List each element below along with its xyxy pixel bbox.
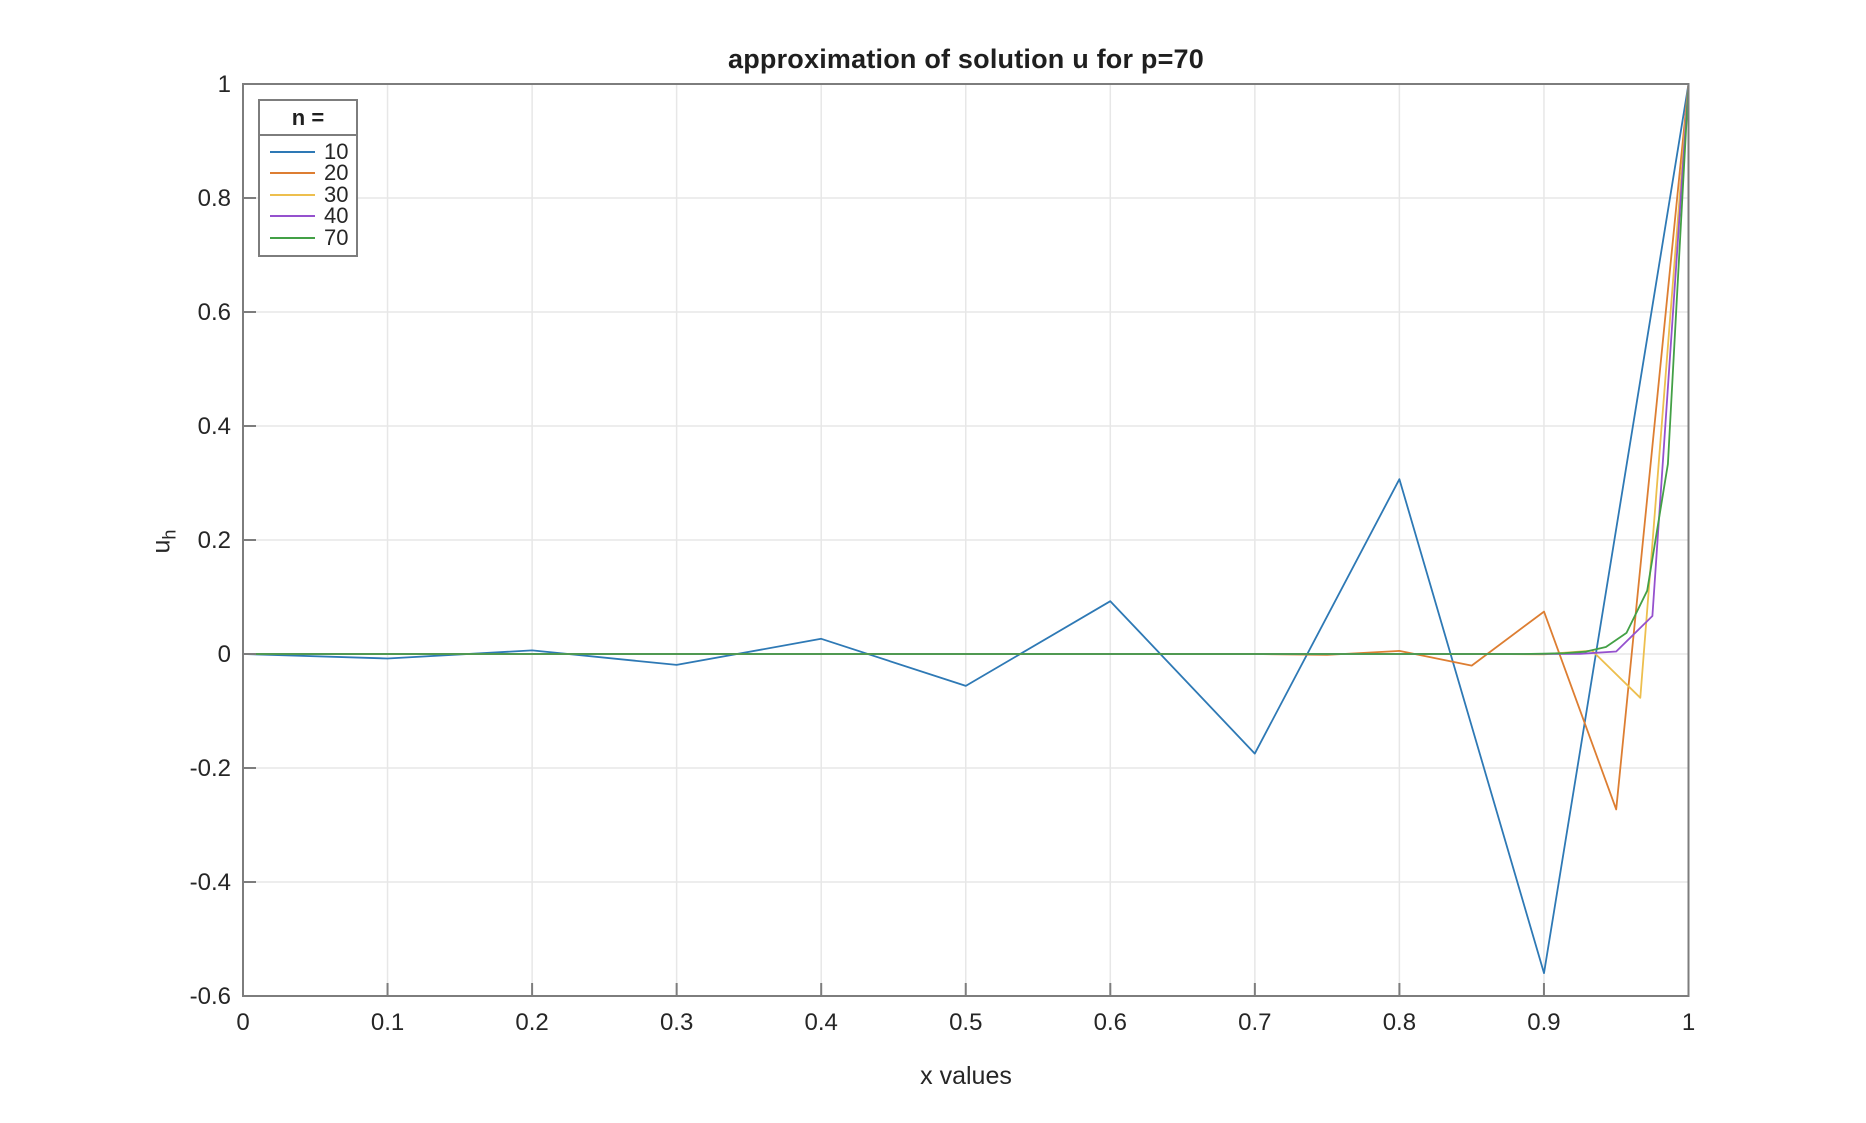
y-axis-label-base: u xyxy=(147,539,176,554)
legend-line-swatch xyxy=(270,193,315,196)
legend-entry-label: 20 xyxy=(324,160,349,186)
legend-entry-label: 40 xyxy=(324,203,349,229)
legend-line-swatch xyxy=(270,172,315,175)
y-tick-label: 0.2 xyxy=(198,527,231,554)
tick-marks xyxy=(242,83,1690,997)
x-axis-label: x values xyxy=(920,1062,1012,1090)
legend-entry: 30 xyxy=(270,181,350,207)
grid-lines xyxy=(242,83,1690,997)
legend-entry: 70 xyxy=(270,224,350,250)
y-axis-label: uh xyxy=(148,506,181,578)
x-tick-label: 1 xyxy=(1682,1009,1695,1036)
legend-entry-label: 10 xyxy=(324,138,349,164)
y-tick-label: -0.2 xyxy=(190,755,231,782)
tick-labels: 0 0.1 0.2 0.3 0.4 0.5 0.6 0.7 0.8 0.9 1 -0.6 -0.4 -0.… xyxy=(190,71,1696,1036)
y-tick-label: 0.8 xyxy=(198,185,231,212)
x-tick-label: 0.2 xyxy=(515,1009,548,1036)
legend-items: 10 20 30 40 70 xyxy=(260,136,356,255)
chart-title: approximation of solution u for p=70 xyxy=(728,44,1204,74)
series-line-n70 xyxy=(243,83,1690,655)
x-tick-label: 0.5 xyxy=(949,1009,982,1036)
y-axis-label-subscript: h xyxy=(159,529,180,540)
legend-line-swatch xyxy=(270,215,315,218)
y-tick-label: 1 xyxy=(218,71,231,98)
y-tick-label: 0.6 xyxy=(198,299,231,326)
legend-line-swatch xyxy=(270,150,315,153)
legend-entry-label: 70 xyxy=(324,224,349,250)
x-tick-label: 0.8 xyxy=(1383,1009,1416,1036)
legend-line-swatch xyxy=(270,236,315,239)
x-tick-label: 0.1 xyxy=(371,1009,404,1036)
y-tick-label: -0.4 xyxy=(190,869,231,896)
x-tick-label: 0.6 xyxy=(1094,1009,1127,1036)
y-tick-label: 0.4 xyxy=(198,413,231,440)
legend-entry-label: 30 xyxy=(324,181,349,207)
legend-entry: 10 xyxy=(270,138,350,164)
x-tick-label: 0.4 xyxy=(805,1009,838,1036)
legend-entry: 20 xyxy=(270,160,350,186)
legend: n = 10 20 30 40 70 xyxy=(258,99,358,257)
data-series xyxy=(242,83,1690,974)
legend-title: n = xyxy=(260,101,356,136)
y-tick-label: -0.6 xyxy=(190,983,231,1010)
x-tick-label: 0.3 xyxy=(660,1009,693,1036)
y-tick-label: 0 xyxy=(218,641,231,668)
x-tick-label: 0.9 xyxy=(1527,1009,1560,1036)
x-tick-label: 0 xyxy=(236,1009,249,1036)
legend-entry: 40 xyxy=(270,203,350,229)
x-tick-label: 0.7 xyxy=(1238,1009,1271,1036)
